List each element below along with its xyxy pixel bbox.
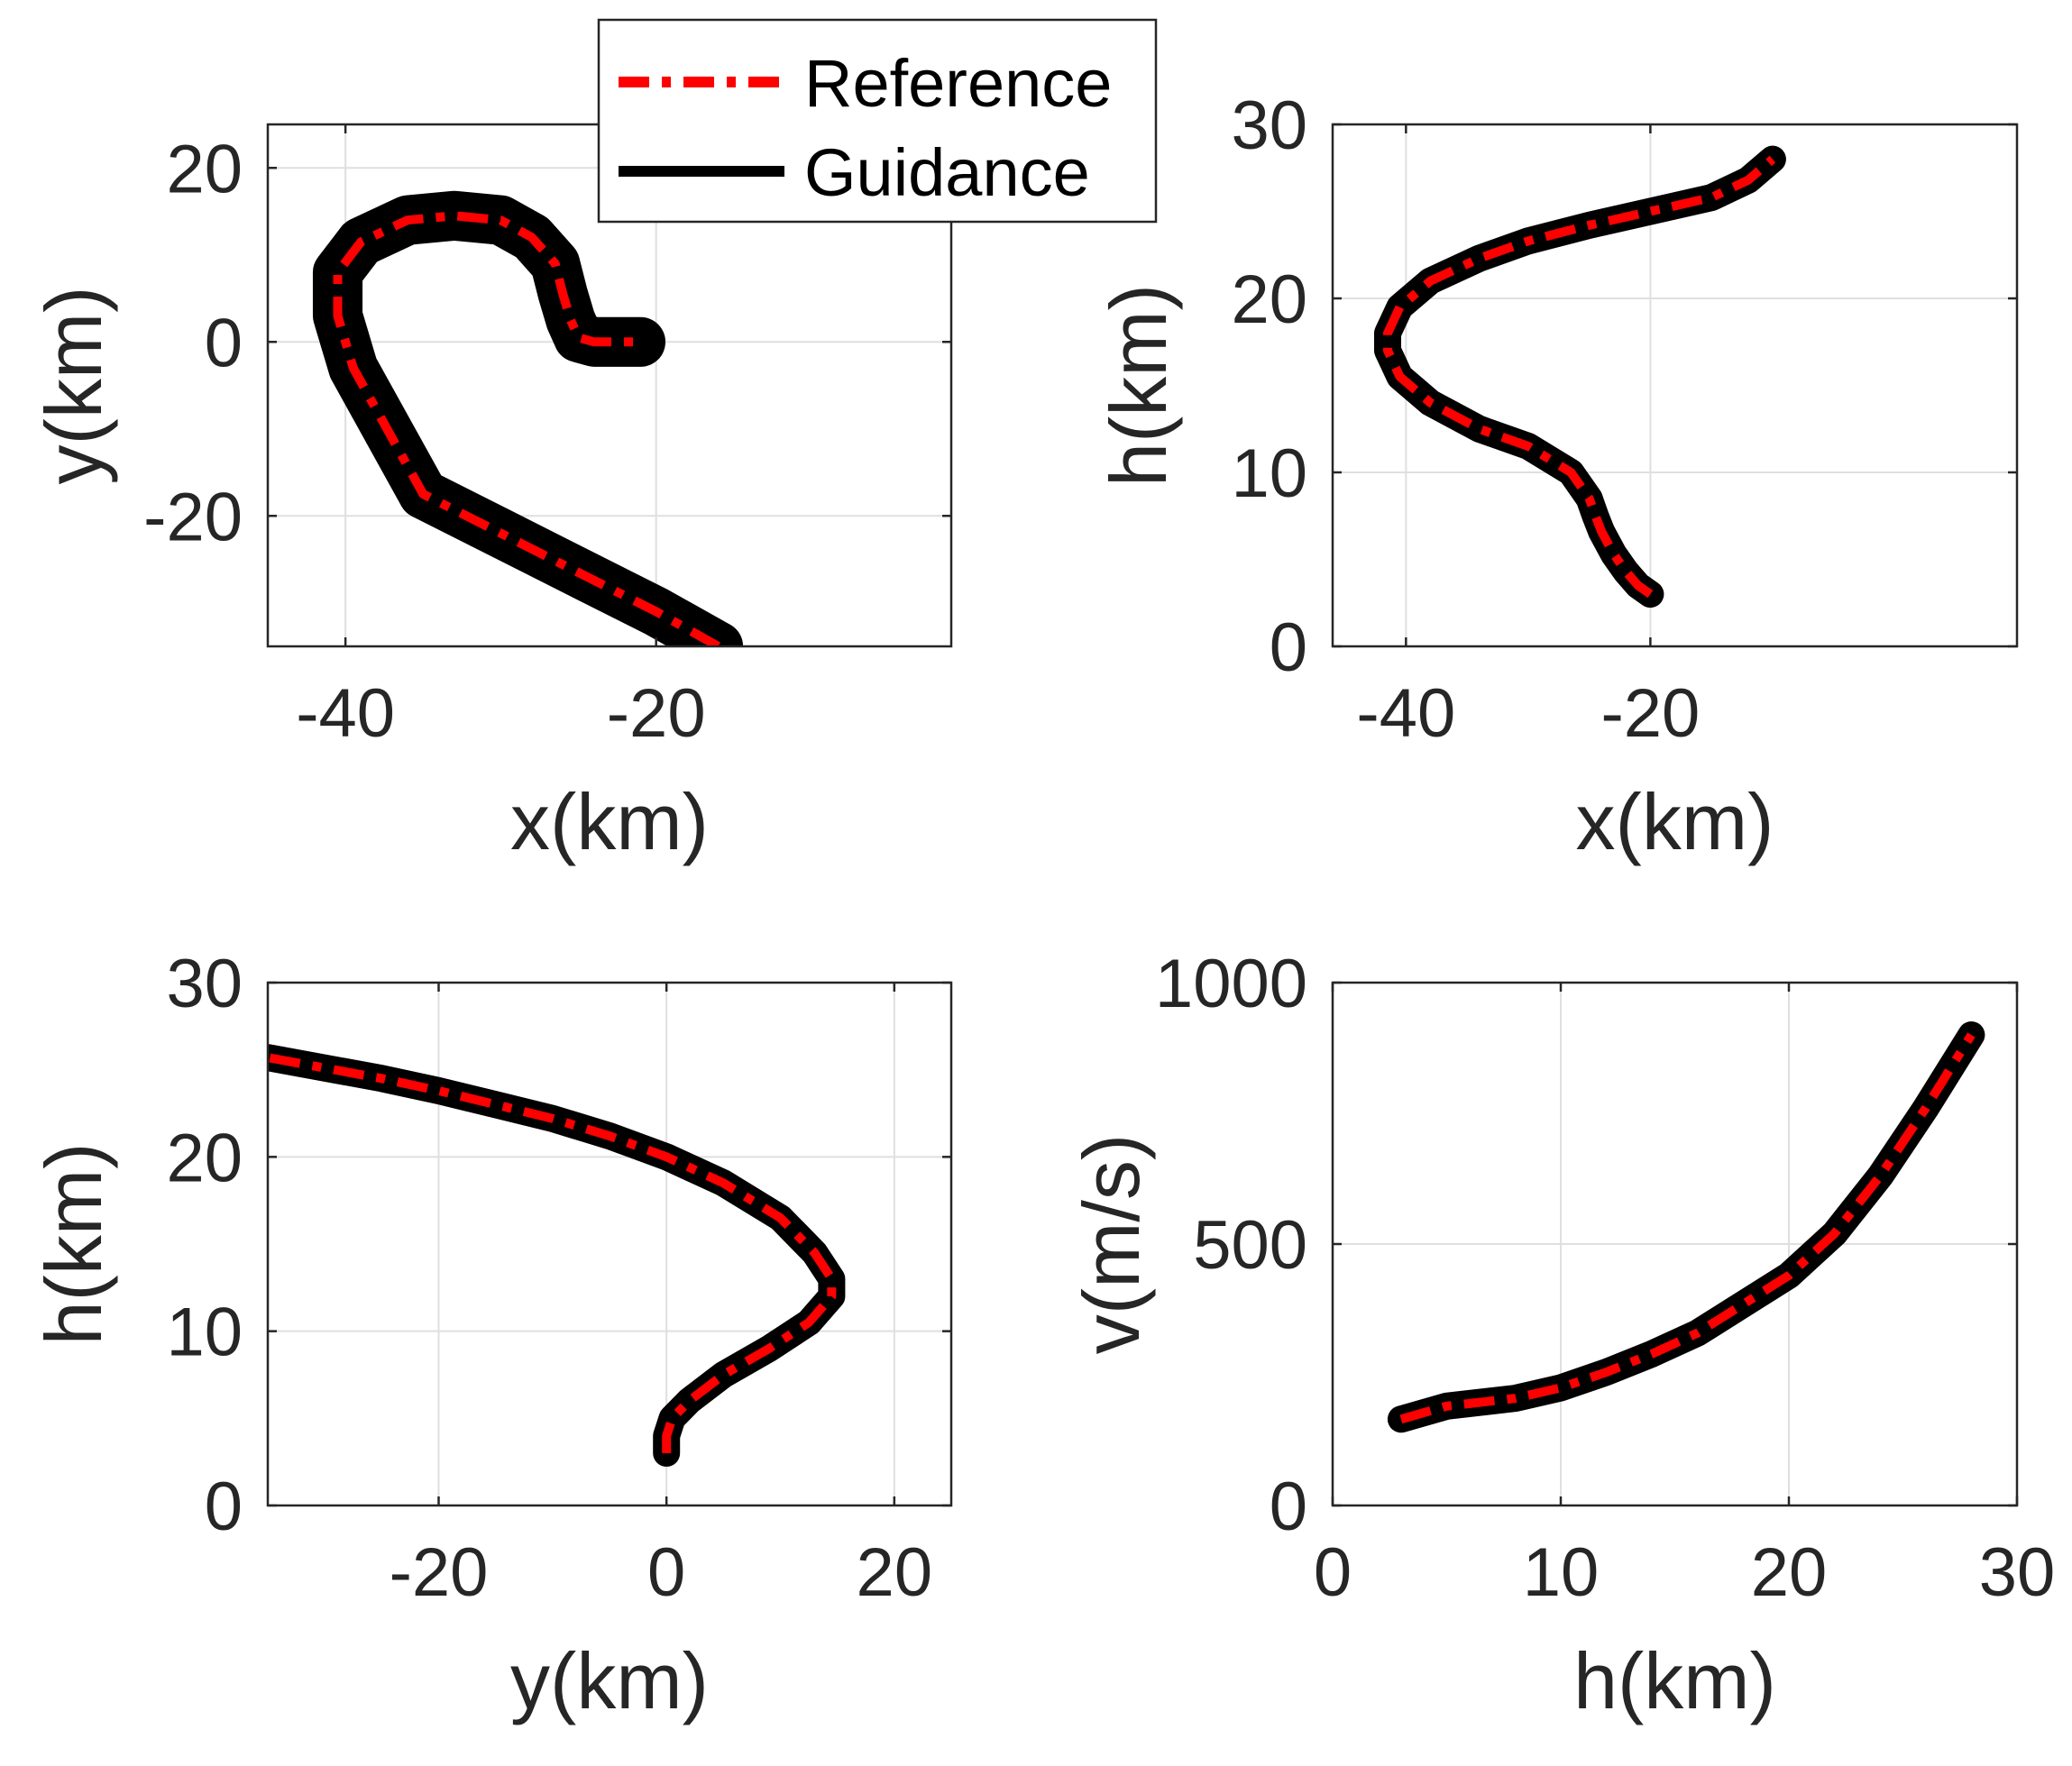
x-tick-label: 20 [857, 1534, 933, 1611]
reference-line [1399, 1032, 1976, 1424]
y-tick-label: 0 [1270, 1469, 1307, 1545]
x-tick-label: 30 [1979, 1534, 2056, 1611]
y-tick-label: 20 [1231, 261, 1307, 338]
x-axis-label: x(km) [1576, 777, 1774, 866]
y-tick-label: -20 [143, 479, 243, 555]
subplot-xy: -40 -20 -20 0 20 x(km) y(km) [29, 123, 953, 866]
subplot-yh: -20 0 20 0 10 20 30 y(km) h(km) [29, 946, 953, 1725]
series-group [268, 1044, 846, 1467]
subplot-hv: 0 10 20 30 0 500 1000 h(km) v(m/s) [1067, 946, 2055, 1725]
y-tick-label: 0 [205, 305, 243, 381]
y-tick-label: 30 [1231, 87, 1307, 164]
x-tick-label: -20 [1600, 675, 1700, 752]
x-tick-label: -20 [607, 675, 706, 752]
plot-area [268, 983, 951, 1505]
y-tick-label: 500 [1193, 1207, 1307, 1284]
axes-box [1331, 123, 2019, 648]
y-tick-label: 30 [166, 946, 243, 1022]
y-axis-label: y(km) [29, 287, 118, 485]
axes-box [266, 981, 953, 1507]
y-tick-label: 1000 [1155, 946, 1307, 1022]
x-axis-label: h(km) [1573, 1636, 1776, 1725]
legend: Reference Guidance [597, 18, 1158, 224]
y-axis-label: h(km) [29, 1143, 118, 1346]
y-tick-label: 10 [1231, 435, 1307, 512]
series-group [312, 190, 744, 646]
x-axis-label: x(km) [510, 777, 709, 866]
x-tick-label: 10 [1523, 1534, 1600, 1611]
y-tick-label: 20 [166, 1120, 243, 1196]
reference-line [1383, 155, 1776, 599]
legend-box [597, 18, 1158, 224]
subplots: -40 -20 -20 0 20 x(km) y(km) -40 -20 0 10 20 30 x(km)… [29, 87, 2055, 1725]
x-tick-label: -40 [1356, 675, 1455, 752]
y-axis-label: v(m/s) [1067, 1134, 1156, 1354]
x-tick-label: -20 [390, 1534, 489, 1611]
series-group [1387, 1021, 1985, 1433]
x-axis-label: y(km) [510, 1636, 709, 1725]
x-tick-label: 0 [647, 1534, 685, 1611]
y-tick-label: 10 [166, 1295, 243, 1371]
subplot-xh: -40 -20 0 10 20 30 x(km) h(km) [1094, 87, 2019, 866]
y-tick-label: 0 [1270, 609, 1307, 686]
legend-guidance-label: Guidance [804, 135, 1090, 210]
series-group [1374, 145, 1786, 608]
legend-reference-label: Reference [804, 46, 1112, 121]
y-axis-label: h(km) [1094, 284, 1183, 487]
y-tick-label: 20 [166, 131, 243, 207]
reference-line [333, 211, 721, 646]
x-tick-label: 20 [1751, 1534, 1828, 1611]
x-tick-label: -40 [296, 675, 395, 752]
y-tick-label: 0 [205, 1469, 243, 1545]
reference-line [268, 1053, 837, 1453]
x-tick-label: 0 [1314, 1534, 1352, 1611]
